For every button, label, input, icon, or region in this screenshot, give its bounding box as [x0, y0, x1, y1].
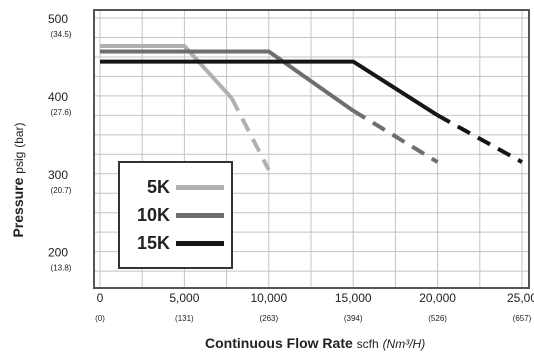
y-tick-sublabel: (20.7): [51, 186, 72, 195]
y-axis-unit-primary: psig: [12, 151, 26, 174]
y-tick-label: 200: [48, 246, 68, 260]
y-tick-labels: 200 (13.8) 300 (20.7) 400 (27.6) 500 (34.5): [48, 12, 72, 273]
x-tick-sublabel: (263): [259, 314, 278, 323]
x-tick-sublabel: (394): [344, 314, 363, 323]
legend-swatch: [176, 240, 224, 246]
y-axis-label-container: Pressure psig (bar): [0, 120, 38, 240]
x-tick-label: 5,000: [169, 291, 199, 305]
x-tick-sublabel: (526): [428, 314, 447, 323]
y-tick-label: 300: [48, 168, 68, 182]
x-axis-label: Continuous Flow Rate scfh (Nm³/H): [205, 335, 425, 351]
legend-swatch: [176, 184, 224, 190]
legend-swatch: [176, 212, 224, 218]
x-tick-label: 0: [97, 291, 104, 305]
series-line-5k: [100, 44, 234, 100]
legend-item-5k: 5K: [128, 175, 224, 199]
series-line-15k: [100, 59, 439, 117]
y-axis-label: Pressure psig (bar): [10, 122, 26, 237]
x-axis-unit-primary: scfh: [356, 337, 379, 351]
y-tick-sublabel: (27.6): [51, 108, 72, 117]
x-tick-sublabel: (657): [513, 314, 532, 323]
legend-item-10k: 10K: [128, 203, 224, 227]
legend-item-15k: 15K: [128, 231, 224, 255]
series-line-10k: [100, 49, 355, 113]
legend-label: 15K: [136, 232, 170, 253]
x-tick-label: 10,000: [250, 291, 287, 305]
y-tick-sublabel: (34.5): [51, 30, 72, 39]
x-tick-label: 15,000: [335, 291, 372, 305]
series-projection-15k: [436, 113, 523, 164]
series-projection-10k: [352, 108, 439, 164]
y-tick-label: 500: [48, 12, 68, 26]
series-lines: [100, 44, 523, 171]
x-tick-labels: 0 (0) 5,000 (131) 10,000 (263) 15,000 (394) 20,0…: [95, 291, 534, 323]
x-tick-label: 20,000: [419, 291, 456, 305]
plot-frame: [93, 9, 530, 289]
legend: 5K 10K 15K: [118, 161, 233, 269]
y-tick-sublabel: (13.8): [51, 264, 72, 273]
legend-label: 5K: [146, 176, 170, 197]
x-tick-label: 25,00: [507, 291, 534, 305]
x-tick-sublabel: (131): [175, 314, 194, 323]
x-tick-sublabel: (0): [95, 314, 105, 323]
series-projection-5k: [229, 97, 271, 171]
y-tick-label: 400: [48, 90, 68, 104]
x-axis-title: Continuous Flow Rate: [205, 335, 353, 351]
legend-label: 10K: [136, 204, 170, 225]
x-axis-unit-secondary: (Nm³/H): [382, 337, 426, 351]
y-axis-title: Pressure: [10, 177, 26, 238]
y-axis-unit-secondary: (bar): [12, 122, 26, 148]
